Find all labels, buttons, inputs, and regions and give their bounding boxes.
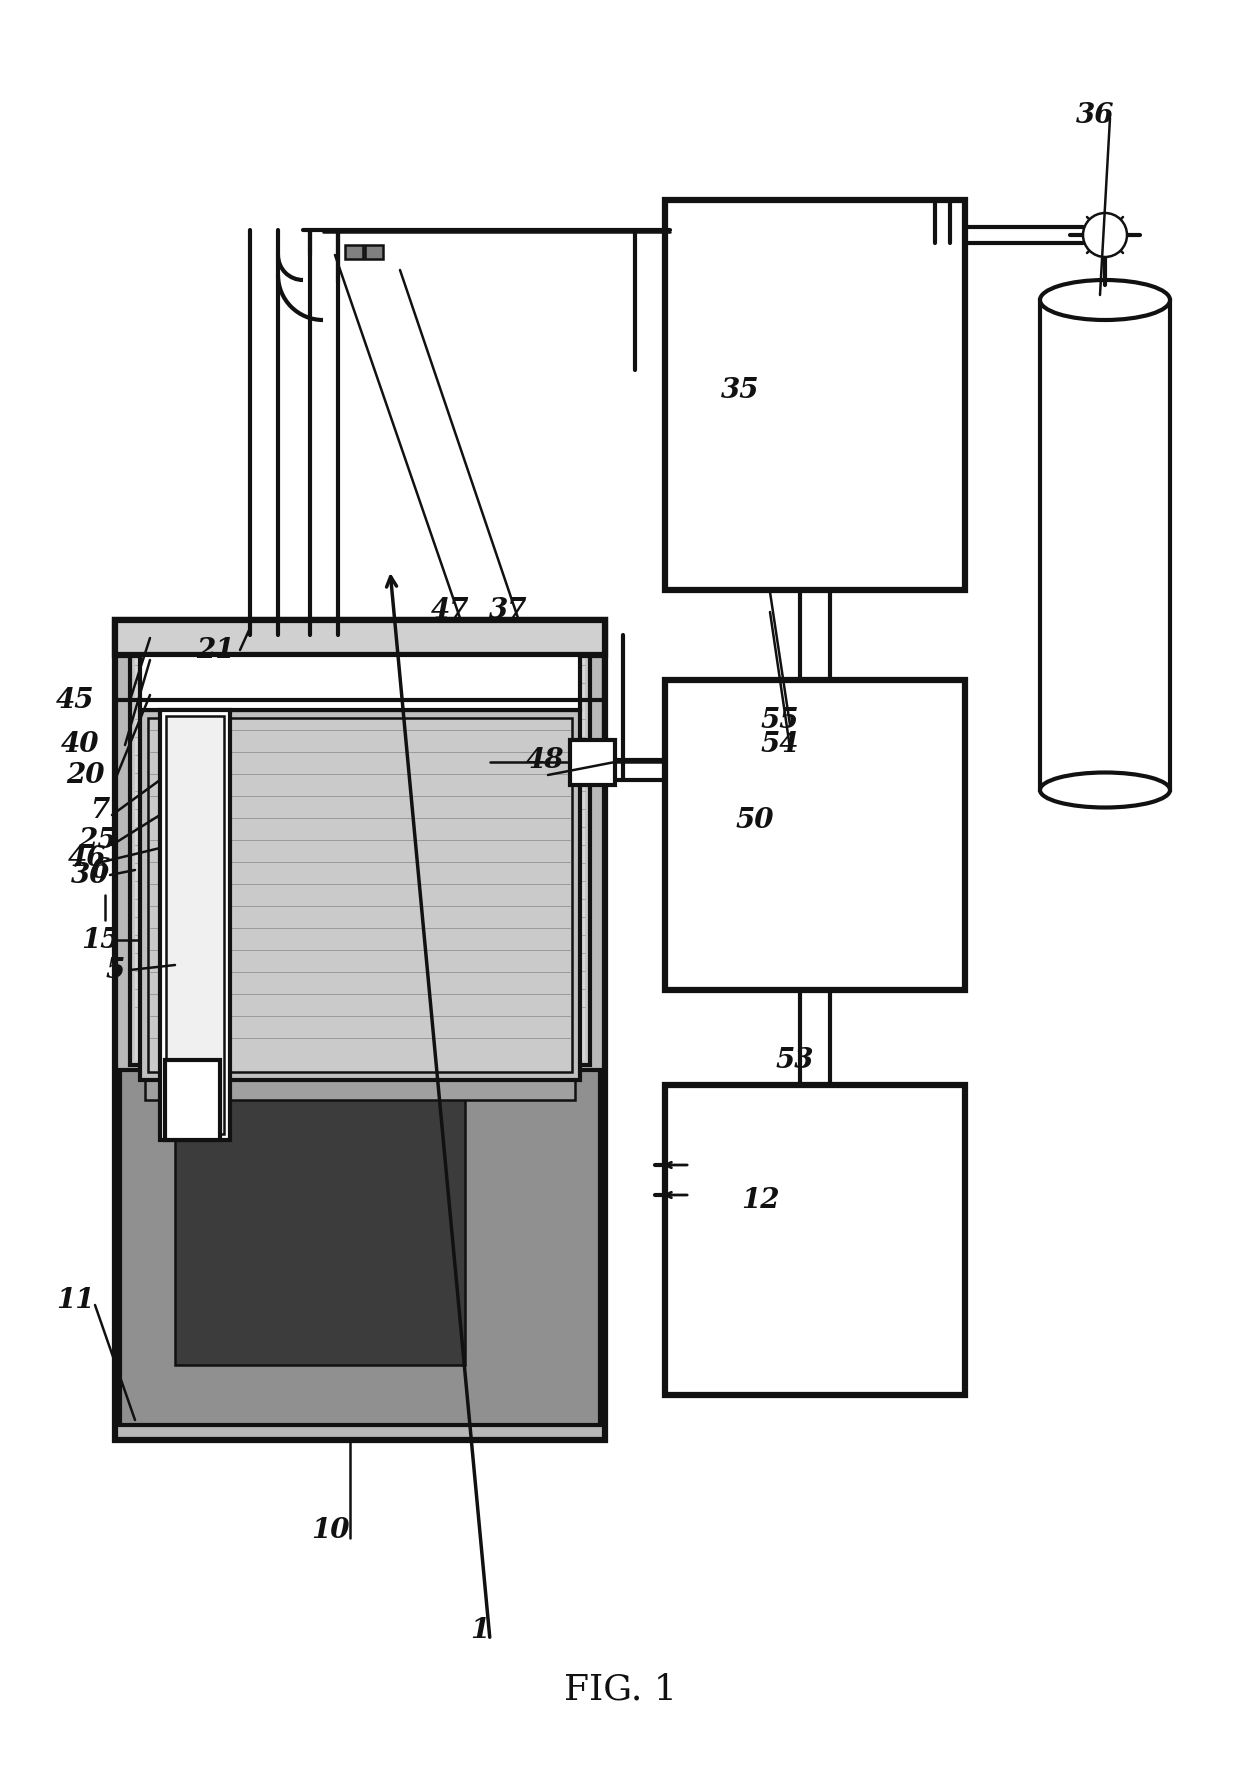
Bar xyxy=(130,636,590,1064)
Text: 48: 48 xyxy=(526,747,564,774)
Text: 7: 7 xyxy=(91,797,109,824)
Bar xyxy=(665,680,965,990)
Bar xyxy=(160,710,229,1141)
Bar xyxy=(165,1061,219,1141)
Text: 35: 35 xyxy=(720,377,759,404)
Text: 5: 5 xyxy=(105,956,125,983)
Bar xyxy=(115,620,605,700)
Bar xyxy=(1040,299,1171,790)
Circle shape xyxy=(1083,213,1127,257)
Bar xyxy=(140,710,580,1080)
Text: 40: 40 xyxy=(61,731,99,758)
Text: 1: 1 xyxy=(470,1617,490,1643)
Bar xyxy=(175,1086,465,1365)
Text: 25: 25 xyxy=(78,827,117,854)
Text: 55: 55 xyxy=(761,707,800,733)
Text: 20: 20 xyxy=(66,762,104,788)
Bar xyxy=(365,244,383,259)
Text: 45: 45 xyxy=(56,687,94,714)
Ellipse shape xyxy=(1040,772,1171,808)
Bar xyxy=(145,1064,575,1100)
Bar xyxy=(166,715,224,1133)
Text: 10: 10 xyxy=(311,1516,350,1544)
Ellipse shape xyxy=(1040,280,1171,321)
Text: 54: 54 xyxy=(761,731,800,758)
Text: 21: 21 xyxy=(196,636,234,664)
Bar xyxy=(345,244,363,259)
Bar xyxy=(115,620,605,1440)
Text: 11: 11 xyxy=(56,1286,94,1314)
Bar xyxy=(120,1070,600,1426)
Text: 37: 37 xyxy=(489,597,527,623)
Text: 12: 12 xyxy=(740,1187,779,1213)
Text: 6: 6 xyxy=(91,857,109,884)
Text: 50: 50 xyxy=(735,806,774,834)
Bar xyxy=(135,639,585,1061)
Bar xyxy=(140,655,580,710)
Bar xyxy=(665,200,965,590)
Text: 47: 47 xyxy=(430,597,469,623)
Text: 30: 30 xyxy=(71,861,109,889)
Bar xyxy=(115,620,605,655)
Text: 53: 53 xyxy=(776,1047,815,1073)
Bar xyxy=(148,717,572,1071)
Text: FIG. 1: FIG. 1 xyxy=(563,1674,677,1707)
Text: 36: 36 xyxy=(1076,101,1115,129)
Text: 15: 15 xyxy=(81,926,119,953)
Bar xyxy=(570,740,615,785)
Bar xyxy=(665,1086,965,1396)
Text: 46: 46 xyxy=(68,845,107,871)
